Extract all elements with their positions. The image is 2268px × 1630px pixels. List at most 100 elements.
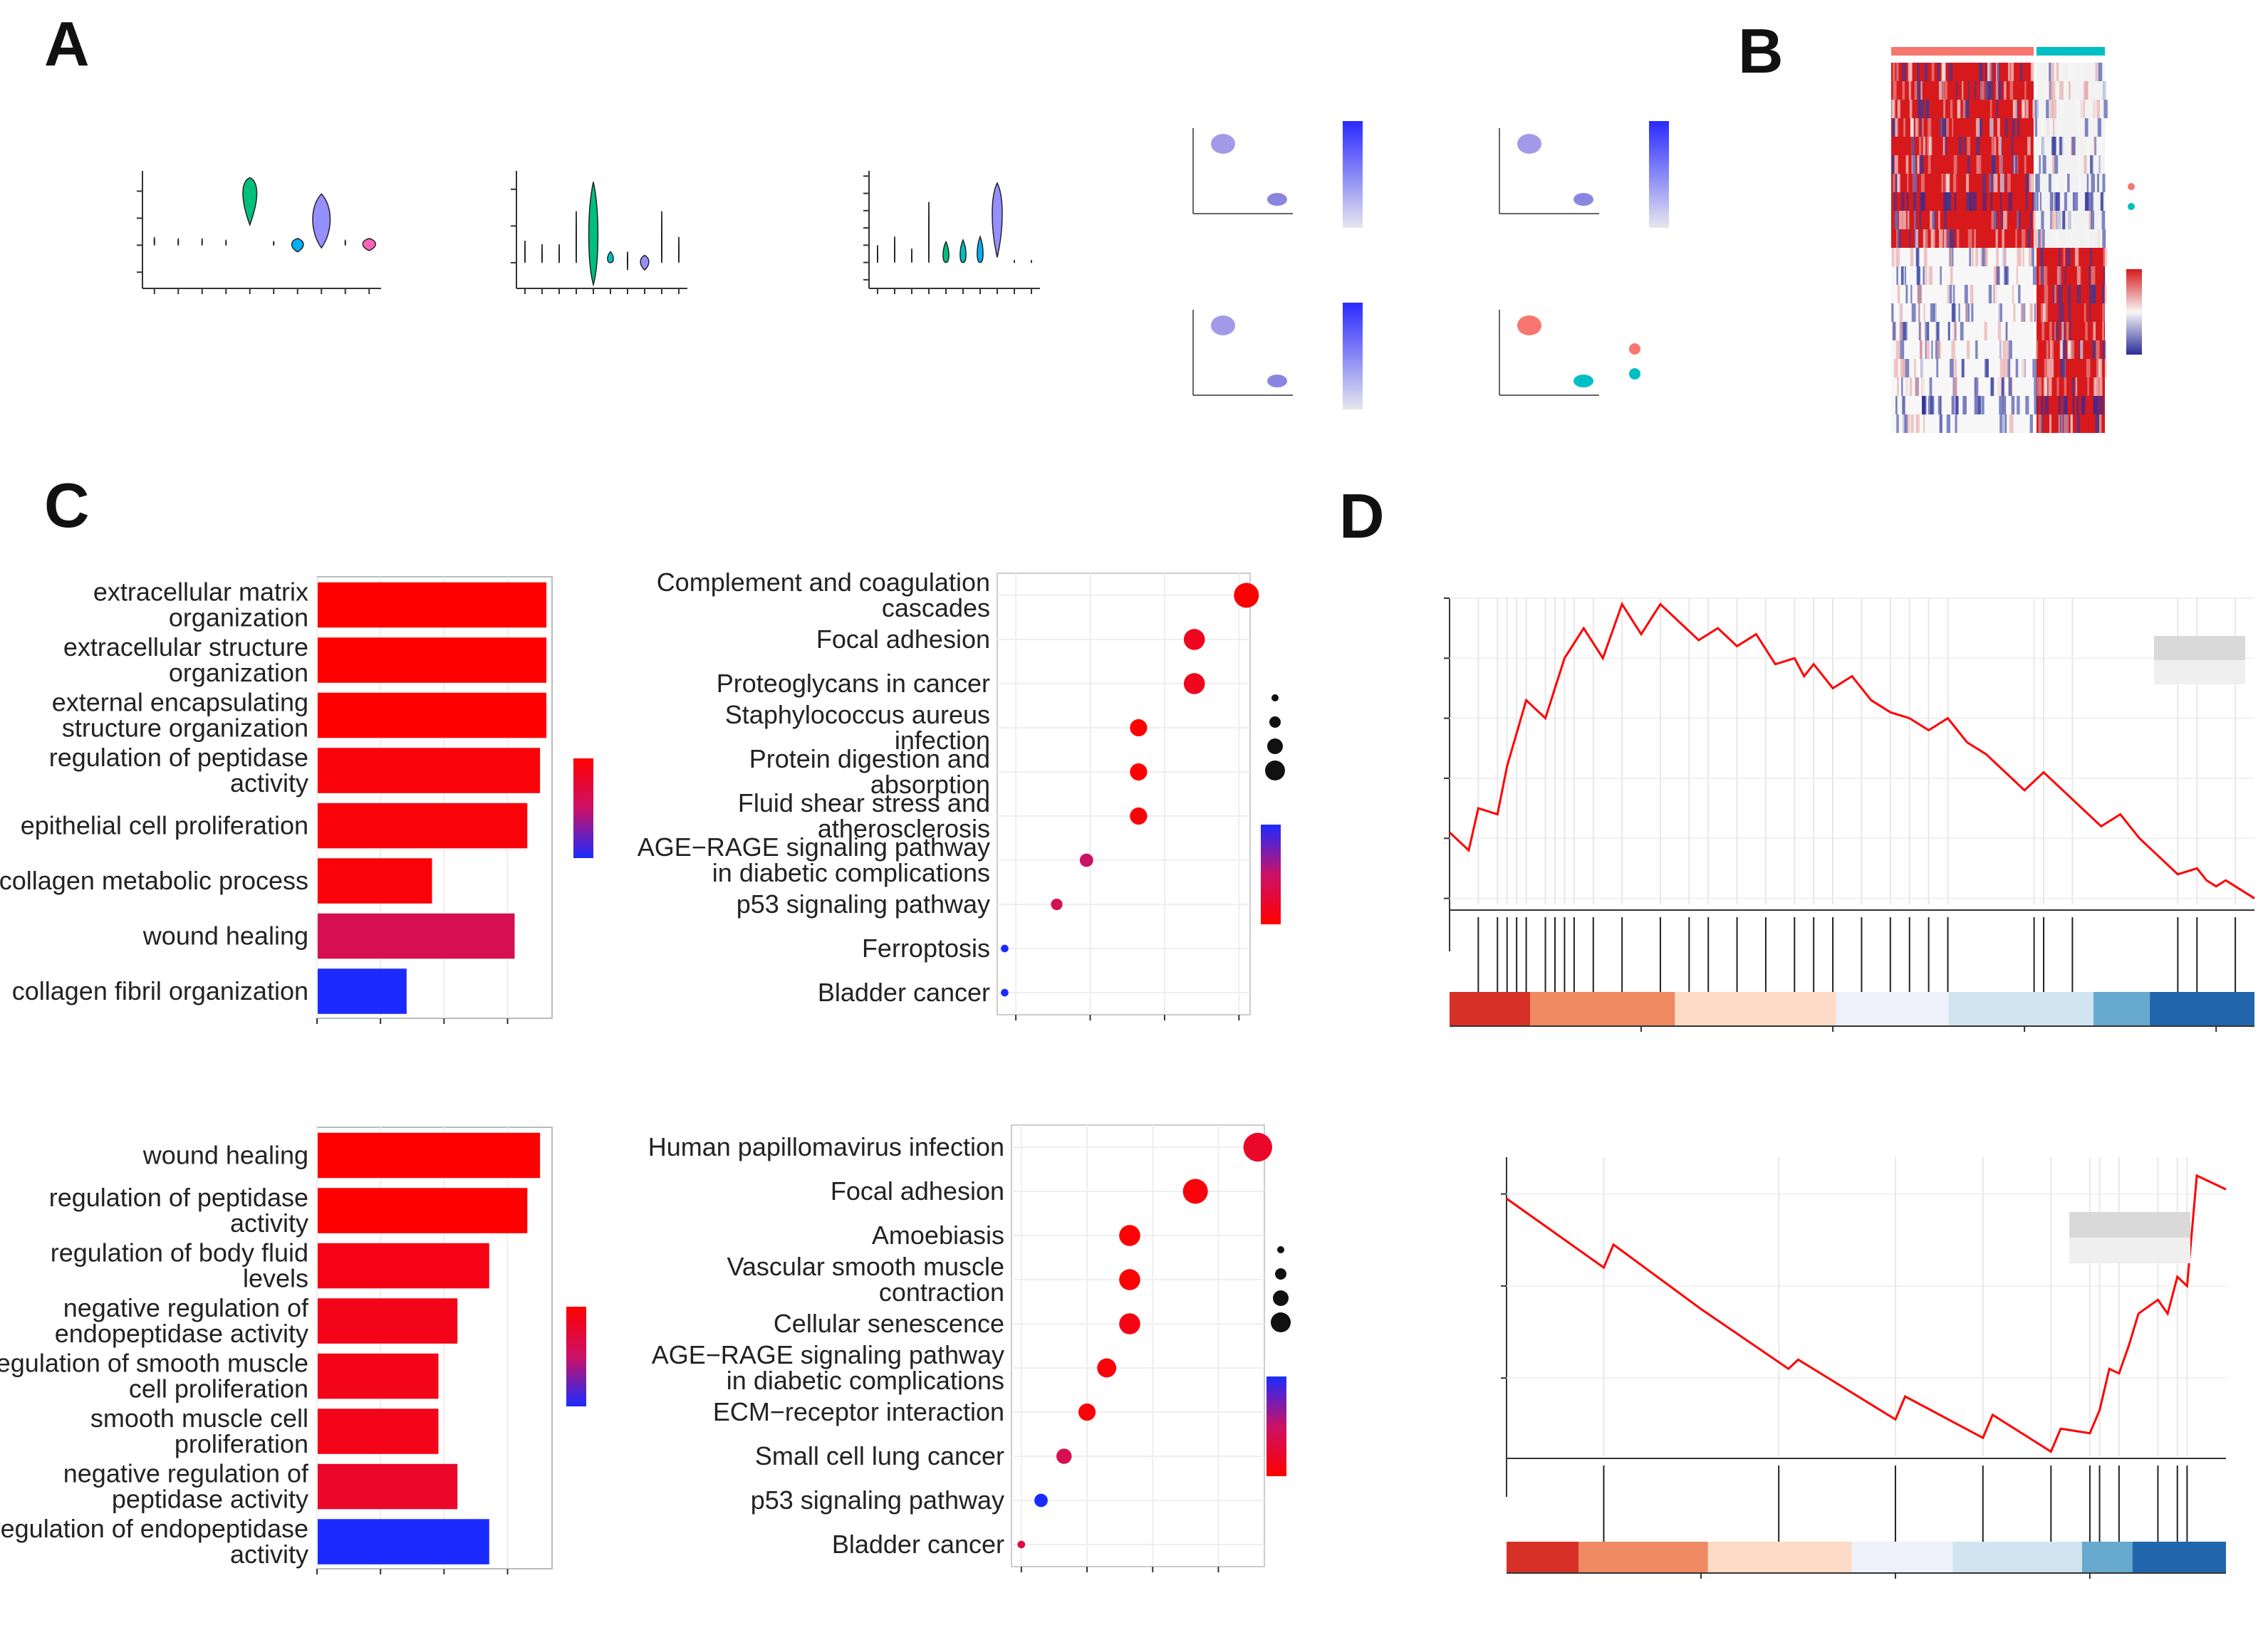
heatmap-cell bbox=[2092, 340, 2095, 359]
heatmap-cell bbox=[1921, 377, 1925, 396]
heatmap-cell bbox=[1966, 174, 1968, 192]
heatmap-cell bbox=[2099, 377, 2103, 396]
heatmap-cell bbox=[2051, 359, 2054, 377]
heatmap-cell bbox=[1895, 396, 1898, 414]
heatmap-cell bbox=[2091, 174, 2095, 192]
heatmap-cell bbox=[1943, 229, 1947, 248]
heatmap-cell bbox=[2072, 396, 2075, 414]
gsea-enrichment-line bbox=[1506, 1174, 2227, 1453]
tsne-colorbar bbox=[1649, 121, 1669, 228]
heatmap-cell bbox=[2102, 229, 2106, 248]
bar-regulation-of-endopeptidase-activity bbox=[318, 1519, 489, 1564]
heatmap-cell bbox=[1910, 285, 1913, 303]
heatmap-cell bbox=[1900, 377, 1903, 396]
heatmap-cell bbox=[1987, 303, 1989, 322]
heatmap-cell bbox=[2025, 396, 2029, 414]
heatmap-cell bbox=[2099, 155, 2102, 174]
heatmap-cell bbox=[1950, 248, 1952, 266]
dot-category-label: Focal adhesion bbox=[831, 1176, 1004, 1206]
heatmap-cell bbox=[1991, 137, 1994, 155]
heatmap-cell bbox=[1950, 229, 1955, 248]
heatmap-cell bbox=[2056, 266, 2061, 285]
heatmap-cell bbox=[2004, 248, 2007, 266]
heatmap-cell bbox=[2020, 359, 2025, 377]
heatmap-cell bbox=[1987, 322, 1990, 340]
heatmap-cell bbox=[1944, 137, 1947, 155]
heatmap-cell bbox=[1907, 174, 1909, 192]
heatmap-cell bbox=[1923, 137, 1926, 155]
heatmap-cell bbox=[2062, 396, 2065, 414]
heatmap-cell bbox=[2059, 137, 2064, 155]
heatmap-cell bbox=[2027, 137, 2031, 155]
heatmap-cell bbox=[1940, 81, 1945, 100]
gsea-table-header-cell bbox=[2130, 1212, 2190, 1238]
heatmap-cell bbox=[1974, 81, 1977, 100]
heatmap-cell bbox=[2046, 118, 2049, 137]
heatmap-cell bbox=[2062, 340, 2064, 359]
heatmap-cell bbox=[2085, 322, 2088, 340]
heatmap-cell bbox=[2071, 377, 2075, 396]
heatmap-cell bbox=[2007, 359, 2011, 377]
heatmap-cell bbox=[2041, 322, 2045, 340]
heatmap-cell bbox=[1892, 155, 1894, 174]
heatmap-cell bbox=[1982, 174, 1987, 192]
heatmap-cell bbox=[1975, 248, 1979, 266]
heatmap-cell bbox=[1904, 414, 1908, 433]
heatmap-cell bbox=[1999, 414, 2003, 433]
dot-size-swatch bbox=[1277, 1246, 1284, 1253]
heatmap-cell bbox=[2002, 414, 2005, 433]
heatmap-cell bbox=[1949, 63, 1953, 81]
heatmap-cell bbox=[1892, 118, 1897, 137]
heatmap-cell bbox=[2008, 340, 2012, 359]
heatmap-cell bbox=[1940, 266, 1942, 285]
heatmap-cell bbox=[1920, 340, 1923, 359]
heatmap-cell bbox=[2080, 340, 2084, 359]
heatmap-cell bbox=[1994, 285, 1998, 303]
heatmap-cell bbox=[2025, 414, 2029, 433]
mcafs-go-chart: wound healing regulation of peptidase acti… bbox=[0, 1127, 586, 1574]
heatmap-cell bbox=[1945, 266, 1947, 285]
heatmap-cell bbox=[2064, 396, 2068, 414]
heatmap-cell bbox=[2093, 137, 2096, 155]
heatmap-cell bbox=[1918, 155, 1920, 174]
violin-shape-7 bbox=[312, 193, 331, 249]
heatmap-cell bbox=[2005, 322, 2008, 340]
heatmap-cell bbox=[1917, 266, 1921, 285]
heatmap-cell bbox=[2096, 81, 2099, 100]
heatmap-cell bbox=[2029, 174, 2033, 192]
heatmap-cell bbox=[2002, 340, 2007, 359]
heatmap-cell bbox=[2032, 266, 2037, 285]
heatmap-cell bbox=[2063, 414, 2066, 433]
mcafs-kegg-chart: Human papillomavirus infection Focal adhe… bbox=[648, 1124, 1291, 1572]
gsea-rank-strip-segment bbox=[1450, 992, 1530, 1026]
heatmap-cell bbox=[2061, 137, 2064, 155]
dot-size-swatch bbox=[1273, 1290, 1289, 1306]
heatmap-cell bbox=[1987, 266, 1990, 285]
heatmap-cell bbox=[2086, 174, 2089, 192]
heatmap-cell bbox=[2000, 340, 2003, 359]
gsea-table-header-cell bbox=[2154, 636, 2200, 660]
heatmap-cell bbox=[1999, 266, 2004, 285]
gsea-rank-strip-segment bbox=[1675, 992, 1836, 1026]
heatmap-cell bbox=[2024, 303, 2029, 322]
heatmap-cell bbox=[1974, 377, 1979, 396]
heatmap-cell bbox=[1939, 248, 1942, 266]
heatmap-cell bbox=[1894, 359, 1898, 377]
heatmap-cell bbox=[2058, 118, 2061, 137]
heatmap-identity-bar-icafs bbox=[1891, 47, 2034, 56]
heatmap-cell bbox=[2012, 118, 2015, 137]
bar-collagen-metabolic-process bbox=[318, 858, 432, 904]
heatmap-cell bbox=[1925, 266, 1928, 285]
heatmap-cell bbox=[2056, 377, 2059, 396]
heatmap-cell bbox=[2058, 396, 2061, 414]
bar-wound-healing bbox=[318, 913, 515, 959]
heatmap-cell bbox=[2061, 322, 2064, 340]
heatmap-cell bbox=[2007, 174, 2011, 192]
heatmap-cell bbox=[2024, 155, 2027, 174]
heatmap-cell bbox=[1924, 63, 1928, 81]
heatmap-row-right bbox=[2036, 192, 2105, 211]
heatmap-cell bbox=[1981, 396, 1984, 414]
heatmap-cell bbox=[2048, 174, 2051, 192]
heatmap-cell bbox=[2017, 248, 2021, 266]
heatmap-cell bbox=[1940, 118, 1943, 137]
